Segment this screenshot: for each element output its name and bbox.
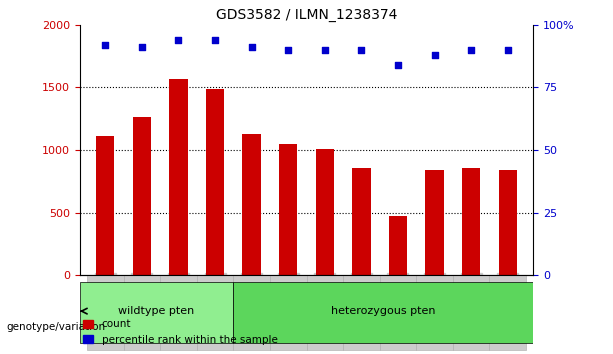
Point <box>101 42 110 48</box>
Text: wildtype pten: wildtype pten <box>118 306 195 316</box>
Bar <box>498 170 517 275</box>
FancyBboxPatch shape <box>379 275 416 350</box>
Legend: count, percentile rank within the sample: count, percentile rank within the sample <box>78 315 282 349</box>
FancyBboxPatch shape <box>234 282 533 343</box>
FancyBboxPatch shape <box>124 275 160 350</box>
Point <box>210 37 220 42</box>
Point <box>393 62 403 68</box>
Bar <box>316 149 334 275</box>
Point <box>503 47 512 53</box>
FancyBboxPatch shape <box>270 275 306 350</box>
Point <box>137 45 147 50</box>
FancyBboxPatch shape <box>160 275 197 350</box>
Point <box>320 47 330 53</box>
Bar <box>206 88 224 275</box>
Bar <box>243 134 261 275</box>
Point <box>173 37 183 42</box>
Point <box>430 52 440 58</box>
FancyBboxPatch shape <box>416 275 453 350</box>
Text: heterozygous pten: heterozygous pten <box>331 306 436 316</box>
FancyBboxPatch shape <box>87 275 124 350</box>
Bar <box>462 167 480 275</box>
Bar <box>389 216 407 275</box>
Bar <box>133 118 151 275</box>
Bar <box>96 136 115 275</box>
Point <box>466 47 476 53</box>
FancyBboxPatch shape <box>234 275 270 350</box>
FancyBboxPatch shape <box>489 275 526 350</box>
FancyBboxPatch shape <box>343 275 379 350</box>
Bar <box>169 79 188 275</box>
Point <box>357 47 367 53</box>
Text: genotype/variation: genotype/variation <box>6 322 105 332</box>
Point <box>283 47 293 53</box>
FancyBboxPatch shape <box>197 275 234 350</box>
Bar <box>279 144 297 275</box>
Bar <box>352 167 370 275</box>
Point <box>246 45 256 50</box>
FancyBboxPatch shape <box>80 282 234 343</box>
Title: GDS3582 / ILMN_1238374: GDS3582 / ILMN_1238374 <box>216 8 397 22</box>
FancyBboxPatch shape <box>306 275 343 350</box>
FancyBboxPatch shape <box>453 275 489 350</box>
Bar <box>425 170 444 275</box>
